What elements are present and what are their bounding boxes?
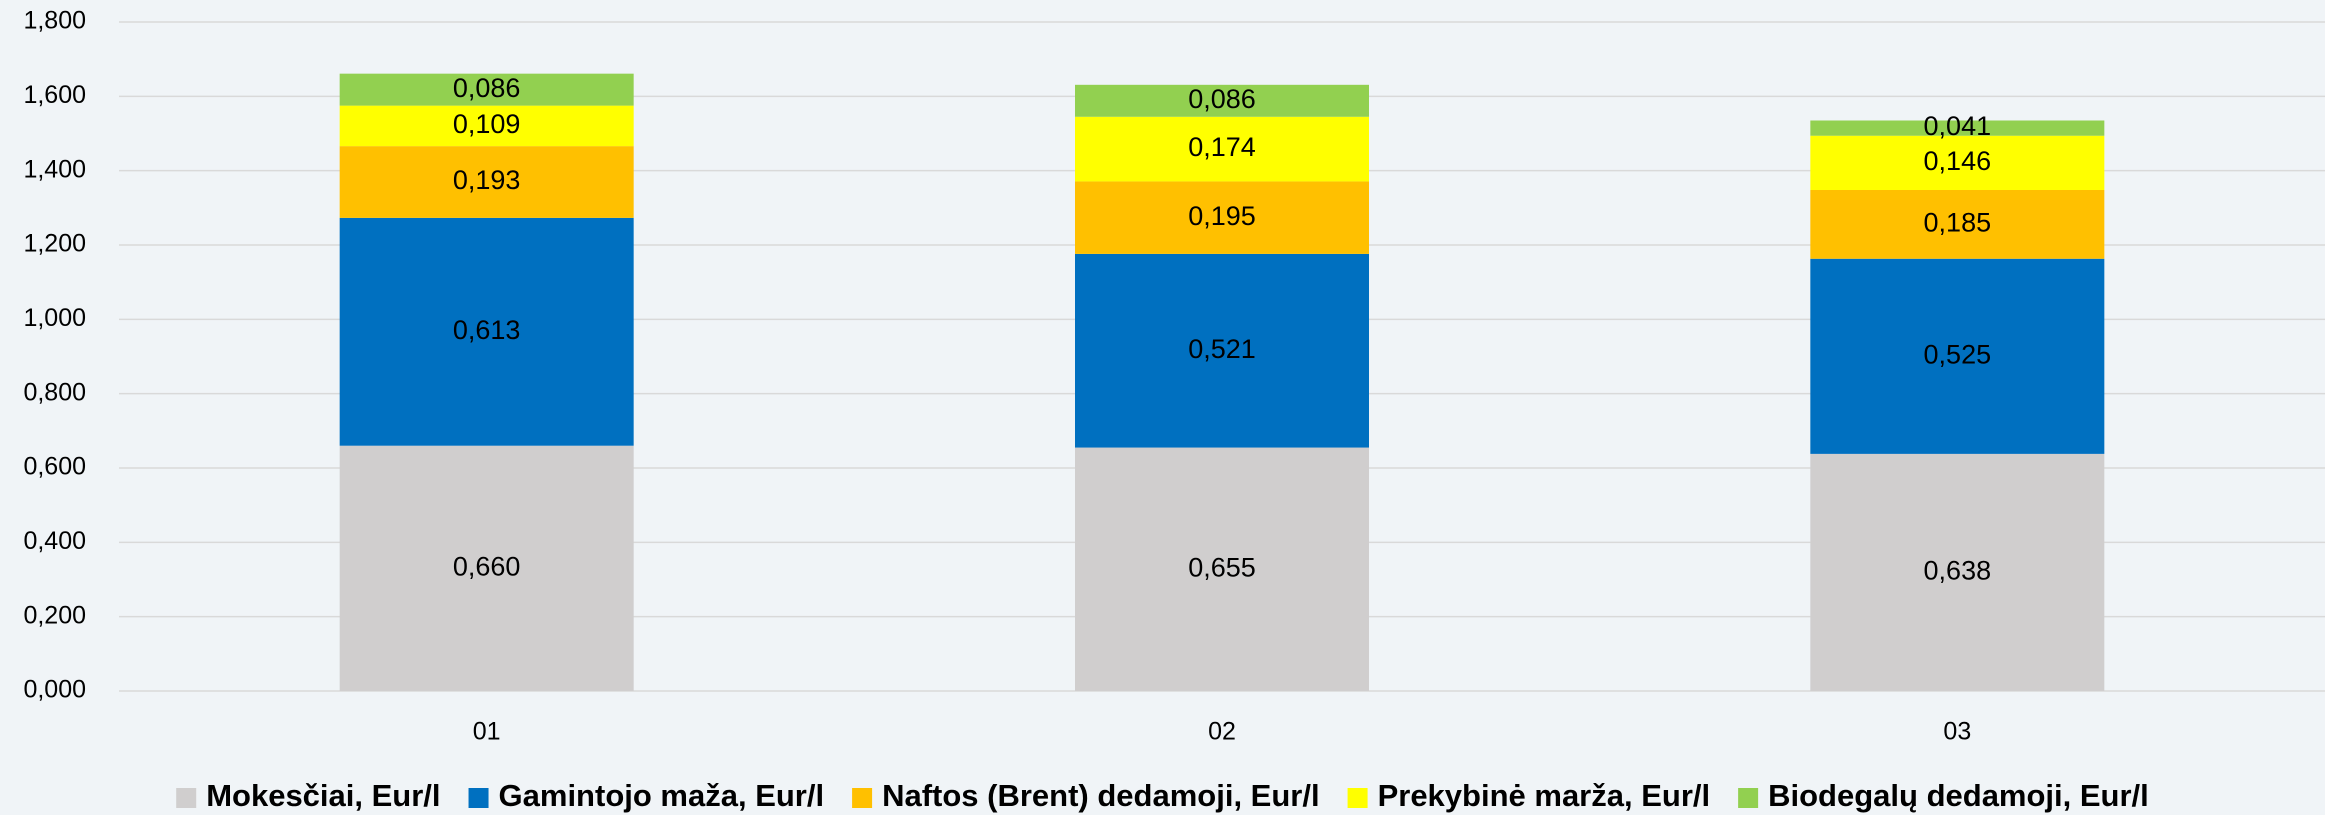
legend-label: Mokesčiai, Eur/l (206, 778, 440, 813)
legend-label: Biodegalų dedamoji, Eur/l (1768, 778, 2149, 813)
data-label: 0,660 (453, 551, 521, 581)
bar-segment (339, 146, 634, 218)
y-tick-label: 0,600 (23, 453, 86, 481)
bar-segment (1810, 189, 2105, 259)
data-label: 0,525 (1924, 339, 1992, 369)
legend-swatch (1347, 788, 1368, 808)
bar-segment (339, 73, 634, 106)
bar-segment (339, 105, 634, 147)
bar-segment (339, 217, 634, 446)
bar-segment (1075, 181, 1369, 254)
bar-segment (1810, 120, 2105, 136)
legend-swatch (1738, 788, 1759, 808)
data-label: 0,146 (1924, 146, 1992, 176)
x-tick-label: 02 (1208, 718, 1236, 746)
legend-label: Prekybinė marža, Eur/l (1378, 778, 1711, 813)
data-label: 0,086 (453, 73, 521, 103)
legend-swatch (176, 788, 197, 808)
data-label: 0,613 (453, 315, 521, 345)
y-tick-label: 0,200 (23, 601, 86, 629)
bar-segment (339, 445, 634, 691)
bar-segment (1075, 116, 1369, 182)
data-label: 0,174 (1188, 132, 1256, 162)
y-tick-label: 0,000 (23, 676, 86, 704)
y-tick-label: 1,200 (23, 230, 86, 258)
data-label: 0,185 (1924, 207, 1992, 237)
y-tick-label: 0,400 (23, 527, 86, 555)
y-tick-label: 0,800 (23, 378, 86, 406)
data-label: 0,521 (1188, 334, 1256, 364)
data-label: 0,086 (1188, 84, 1256, 114)
y-tick-label: 1,400 (23, 155, 86, 183)
y-tick-label: 1,800 (23, 7, 86, 35)
data-label: 0,193 (453, 165, 521, 195)
bar-segment (1075, 447, 1369, 691)
x-tick-label: 03 (1943, 718, 1971, 746)
data-label: 0,638 (1924, 556, 1992, 586)
bar-segment (1075, 84, 1369, 117)
data-label: 0,109 (453, 109, 521, 139)
bar-segment (1810, 453, 2105, 691)
x-tick-label: 01 (473, 718, 501, 746)
bar-segment (1810, 135, 2105, 190)
data-label: 0,655 (1188, 552, 1256, 582)
legend-swatch (852, 788, 873, 808)
y-tick-label: 1,600 (23, 81, 86, 109)
legend-label: Gamintojo maža, Eur/l (499, 778, 825, 813)
data-label: 0,041 (1924, 111, 1992, 141)
bar-segment (1075, 253, 1369, 448)
legend-label: Naftos (Brent) dedamoji, Eur/l (882, 778, 1319, 813)
legend-swatch (468, 788, 489, 808)
bar-segment (1810, 258, 2105, 454)
data-label: 0,195 (1188, 201, 1256, 231)
y-tick-label: 1,000 (23, 304, 86, 332)
